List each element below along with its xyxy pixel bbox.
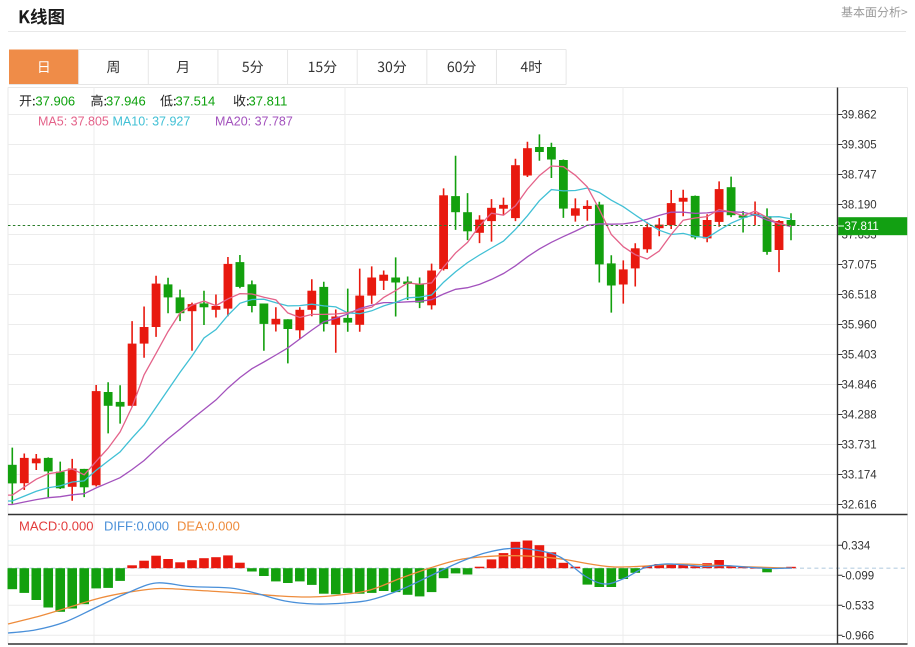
svg-text:33.731: 33.731 (842, 440, 877, 452)
svg-text:38.190: 38.190 (842, 200, 877, 212)
svg-text:37.514: 37.514 (176, 94, 216, 109)
svg-text:37.811: 37.811 (249, 94, 288, 109)
svg-text:39.862: 39.862 (842, 110, 877, 122)
svg-text:MA20: 37.787: MA20: 37.787 (215, 115, 293, 129)
svg-text:37.811: 37.811 (845, 221, 879, 233)
svg-text:-0.966: -0.966 (842, 630, 875, 642)
svg-text:DEA:0.000: DEA:0.000 (177, 519, 240, 534)
svg-text:34.288: 34.288 (842, 410, 877, 422)
svg-text:35.403: 35.403 (842, 350, 877, 362)
svg-text:33.174: 33.174 (842, 470, 878, 482)
svg-text:37.906: 37.906 (35, 94, 75, 109)
svg-text:MA5: 37.805: MA5: 37.805 (38, 115, 109, 129)
svg-text:MA10: 37.927: MA10: 37.927 (113, 115, 191, 129)
svg-text:-0.099: -0.099 (842, 570, 875, 582)
svg-text:-0.533: -0.533 (842, 600, 875, 612)
svg-text:37.946: 37.946 (106, 94, 146, 109)
svg-text:37.075: 37.075 (842, 260, 877, 272)
svg-text:0.334: 0.334 (842, 540, 871, 552)
svg-text:35.960: 35.960 (842, 320, 877, 332)
svg-text:39.305: 39.305 (842, 140, 877, 152)
svg-text:MACD:0.000: MACD:0.000 (19, 519, 93, 534)
svg-text:32.616: 32.616 (842, 500, 877, 512)
svg-text:DIFF:0.000: DIFF:0.000 (104, 519, 169, 534)
svg-text:38.747: 38.747 (842, 170, 877, 182)
svg-text:34.846: 34.846 (842, 380, 877, 392)
svg-text:36.518: 36.518 (842, 290, 877, 302)
